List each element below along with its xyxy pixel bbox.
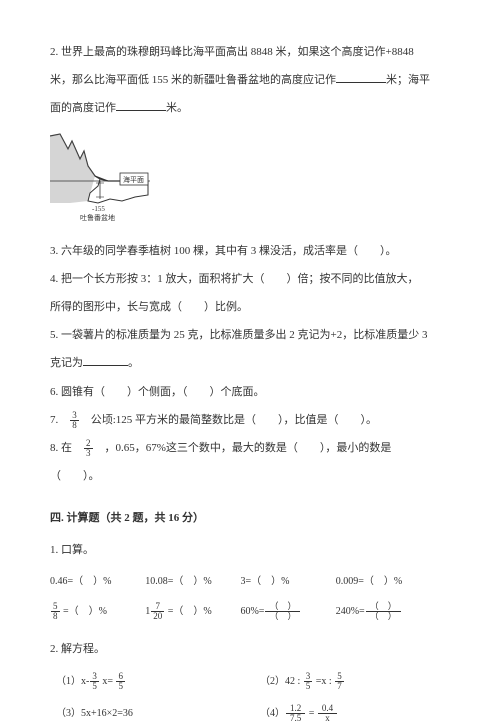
q8-prefix: 8. 在	[50, 442, 83, 454]
q8-mid: ，0.65，67%这三个数中，最大的数是（ ），最小的数是	[94, 442, 392, 454]
question-5-line1: 5. 一袋薯片的标准质量为 25 克，比标准质量多出 2 克记为+2，比标准质量…	[50, 323, 450, 347]
fraction-3-8: 38	[70, 411, 79, 430]
equation-grid: （1）x-35 x= 65 （2）42 : 35 =x : 57 （3）5x+1…	[50, 671, 450, 725]
fraction-2-3: 23	[84, 439, 93, 458]
calc-r1c2: 10.08=（ ）%	[145, 571, 240, 593]
q2-l3a: 面的高度记作	[50, 102, 116, 114]
question-5-line2: 克记为 。	[50, 351, 450, 375]
calc-row-1: 0.46=（ ）% 10.08=（ ）% 3=（ ）% 0.009=（ ）%	[50, 571, 450, 593]
calc-r2c2: 1720 =（ ）%	[145, 601, 240, 623]
question-8-line2: （ ）。	[50, 464, 450, 488]
question-7: 7. 38 公顷:125 平方米的最简整数比是（ ），比值是（ ）。	[50, 408, 450, 432]
figure-label-name: 吐鲁番盆地	[80, 213, 115, 221]
question-2-line2: 米，那么比海平面低 155 米的新疆吐鲁番盆地的高度应记作 米；海平	[50, 68, 450, 92]
q2-l2b: 米；海平	[386, 74, 430, 86]
question-8-line1: 8. 在 23 ，0.65，67%这三个数中，最大的数是（ ），最小的数是	[50, 436, 450, 460]
blank	[336, 72, 386, 83]
question-2-line3: 面的高度记作 米。	[50, 96, 450, 120]
section-4-title: 四. 计算题（共 2 题，共 16 分）	[50, 506, 450, 530]
q7-rest: 公顷:125 平方米的最简整数比是（ ），比值是（ ）。	[80, 414, 377, 426]
q2-l3b: 米。	[166, 102, 188, 114]
question-4-line2: 所得的图形中，长与宽成（ ）比例。	[50, 295, 450, 319]
question-2-line1: 2. 世界上最高的珠穆朗玛峰比海平面高出 8848 米，如果这个高度记作+884…	[50, 40, 450, 64]
calc-r2c1: 58 =（ ）%	[50, 601, 145, 623]
eq-4: （4）1.27.5 = 0.4x	[260, 703, 450, 725]
calc-r2c4: 240%=（ ）（ ）	[336, 601, 450, 623]
question-3: 3. 六年级的同学春季植树 100 棵，其中有 3 棵没活，成活率是（ ）。	[50, 239, 450, 263]
calc-r1c1: 0.46=（ ）%	[50, 571, 145, 593]
calc-row-2: 58 =（ ）% 1720 =（ ）% 60%=（ ）（ ） 240%=（ ）（…	[50, 601, 450, 623]
blank	[83, 355, 128, 366]
s4-q1: 1. 口算。	[50, 538, 450, 562]
eq-1: （1）x-35 x= 65	[56, 671, 240, 693]
blank	[116, 100, 166, 111]
q2-l2a: 米，那么比海平面低 155 米的新疆吐鲁番盆地的高度应记作	[50, 74, 336, 86]
q5-l2a: 克记为	[50, 357, 83, 369]
figure-turpan: 海平面 -155 吐鲁番盆地	[50, 131, 150, 221]
question-6: 6. 圆锥有（ ）个侧面，（ ）个底面。	[50, 380, 450, 404]
q7-prefix: 7.	[50, 414, 69, 426]
eq-2: （2）42 : 35 =x : 57	[260, 671, 450, 693]
q5-l2b: 。	[128, 357, 139, 369]
calc-r2c3: 60%=（ ）（ ）	[240, 601, 335, 623]
question-4-line1: 4. 把一个长方形按 3：1 放大，面积将扩大（ ）倍；按不同的比值放大，	[50, 267, 450, 291]
s4-q2: 2. 解方程。	[50, 637, 450, 661]
figure-label-sea: 海平面	[123, 175, 144, 184]
calc-r1c4: 0.009=（ ）%	[336, 571, 450, 593]
figure-label-155: -155	[92, 205, 105, 213]
eq-3: （3）5x+16×2=36	[56, 703, 240, 725]
calc-r1c3: 3=（ ）%	[240, 571, 335, 593]
